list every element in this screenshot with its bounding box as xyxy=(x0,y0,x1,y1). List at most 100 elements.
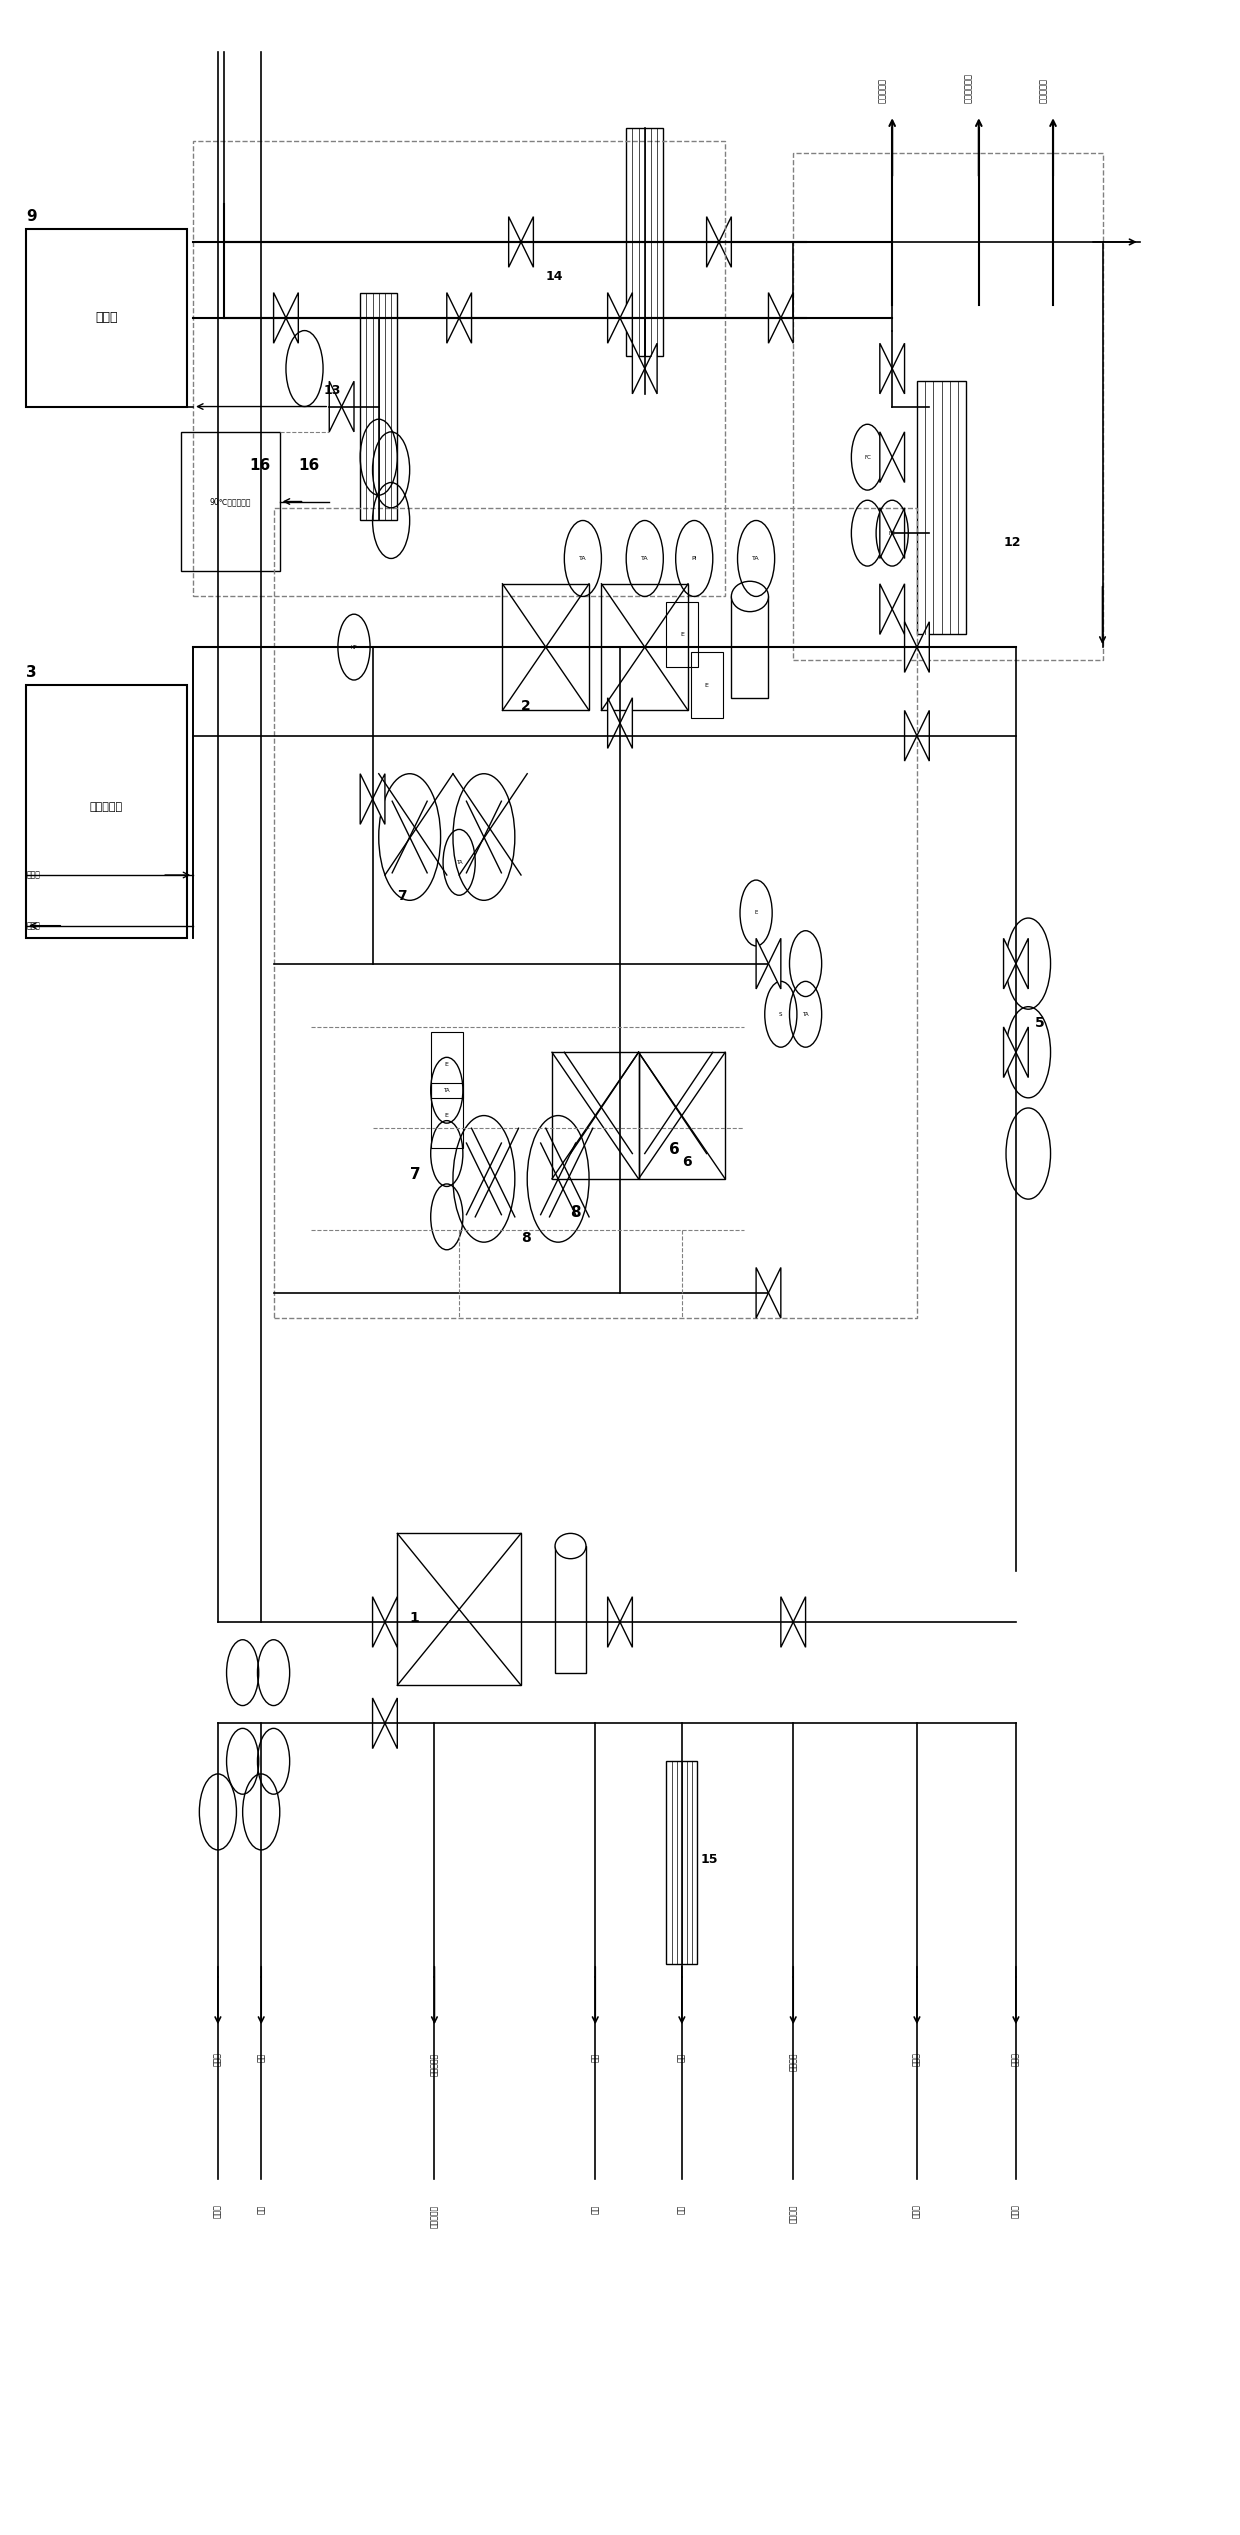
Bar xyxy=(552,1052,639,1179)
Bar xyxy=(691,651,723,717)
Polygon shape xyxy=(893,507,904,558)
Ellipse shape xyxy=(732,581,769,611)
Text: 氧化水: 氧化水 xyxy=(26,920,40,930)
Polygon shape xyxy=(769,938,781,989)
Text: 尾气: 尾气 xyxy=(677,2053,687,2061)
Polygon shape xyxy=(880,431,893,482)
Bar xyxy=(601,583,688,710)
Polygon shape xyxy=(893,342,904,393)
Polygon shape xyxy=(769,1268,781,1318)
Text: TA: TA xyxy=(579,555,587,560)
Text: E: E xyxy=(445,1113,449,1118)
Polygon shape xyxy=(372,773,384,824)
Text: 12: 12 xyxy=(1003,535,1021,548)
Bar xyxy=(430,1032,463,1098)
Polygon shape xyxy=(286,292,299,342)
Polygon shape xyxy=(608,1597,620,1648)
Text: E: E xyxy=(445,1062,449,1067)
Bar xyxy=(916,380,966,634)
Bar xyxy=(397,1534,521,1686)
Polygon shape xyxy=(1003,938,1016,989)
Polygon shape xyxy=(632,342,645,393)
Polygon shape xyxy=(274,292,286,342)
Polygon shape xyxy=(360,773,372,824)
Text: FC: FC xyxy=(889,530,895,535)
Polygon shape xyxy=(508,215,521,266)
Polygon shape xyxy=(645,342,657,393)
Text: 冷冻山: 冷冻山 xyxy=(213,2205,222,2218)
Polygon shape xyxy=(608,697,620,748)
Polygon shape xyxy=(620,1597,632,1648)
Polygon shape xyxy=(781,292,794,342)
Text: 工艺水: 工艺水 xyxy=(913,2205,921,2218)
Polygon shape xyxy=(372,1698,384,1749)
Text: E: E xyxy=(704,682,708,687)
Bar xyxy=(360,292,397,520)
Polygon shape xyxy=(707,215,719,266)
Polygon shape xyxy=(756,938,769,989)
Text: 氨化箱机组: 氨化箱机组 xyxy=(91,801,123,811)
Bar xyxy=(639,1052,725,1179)
Text: 软化水: 软化水 xyxy=(26,870,40,880)
Polygon shape xyxy=(880,583,893,634)
Bar xyxy=(193,139,725,596)
Polygon shape xyxy=(384,1597,397,1648)
Bar xyxy=(666,1762,697,1965)
Text: 尾气: 尾气 xyxy=(677,2205,687,2213)
Text: TA: TA xyxy=(641,555,649,560)
Text: 水力: 水力 xyxy=(257,2205,265,2213)
Polygon shape xyxy=(880,507,893,558)
Text: 8: 8 xyxy=(570,1204,582,1219)
Text: TA: TA xyxy=(802,1011,808,1017)
Polygon shape xyxy=(904,710,916,760)
Bar xyxy=(666,601,698,667)
Text: 氨气经山器: 氨气经山器 xyxy=(430,2205,439,2228)
Text: E: E xyxy=(754,910,758,915)
Text: 15: 15 xyxy=(701,1853,718,1866)
Polygon shape xyxy=(446,292,459,342)
Polygon shape xyxy=(893,583,904,634)
Polygon shape xyxy=(521,215,533,266)
Polygon shape xyxy=(384,1698,397,1749)
Bar xyxy=(626,127,663,355)
Polygon shape xyxy=(769,292,781,342)
Text: 7: 7 xyxy=(409,1166,420,1181)
Polygon shape xyxy=(719,215,732,266)
Bar xyxy=(556,1546,587,1673)
Polygon shape xyxy=(756,1268,769,1318)
Text: 氨气水: 氨气水 xyxy=(1012,2205,1021,2218)
Text: TA: TA xyxy=(753,555,760,560)
Text: 蒸汽水达除: 蒸汽水达除 xyxy=(1039,79,1048,104)
Polygon shape xyxy=(916,710,929,760)
Bar xyxy=(732,596,769,697)
Polygon shape xyxy=(880,342,893,393)
Text: 冷冻山: 冷冻山 xyxy=(213,2053,222,2066)
Text: KP: KP xyxy=(351,644,357,649)
Bar xyxy=(274,507,916,1318)
Text: 14: 14 xyxy=(546,269,563,284)
Text: 1: 1 xyxy=(409,1612,419,1625)
Text: 6: 6 xyxy=(682,1156,692,1169)
Text: 工艺水: 工艺水 xyxy=(913,2053,921,2066)
Text: 6: 6 xyxy=(670,1141,681,1156)
Polygon shape xyxy=(372,1597,384,1648)
Polygon shape xyxy=(342,380,353,431)
Text: TA: TA xyxy=(456,859,463,864)
Text: 氨气水: 氨气水 xyxy=(1012,2053,1021,2066)
Polygon shape xyxy=(620,697,632,748)
Text: 3: 3 xyxy=(26,664,37,679)
Text: 16: 16 xyxy=(249,459,270,474)
Text: 16: 16 xyxy=(299,459,320,474)
Polygon shape xyxy=(781,1597,794,1648)
Bar xyxy=(502,583,589,710)
Text: FC: FC xyxy=(864,454,870,459)
Text: 氨气: 氨气 xyxy=(590,2205,600,2213)
Polygon shape xyxy=(330,380,342,431)
Text: 裂解炉: 裂解炉 xyxy=(95,312,118,324)
Text: 氨气经山器: 氨气经山器 xyxy=(430,2053,439,2076)
Text: 7: 7 xyxy=(397,890,407,902)
Polygon shape xyxy=(1016,1027,1028,1077)
Text: 无氨尾气: 无氨尾气 xyxy=(789,2205,797,2223)
Text: TA: TA xyxy=(444,1088,450,1093)
Bar xyxy=(26,228,187,406)
